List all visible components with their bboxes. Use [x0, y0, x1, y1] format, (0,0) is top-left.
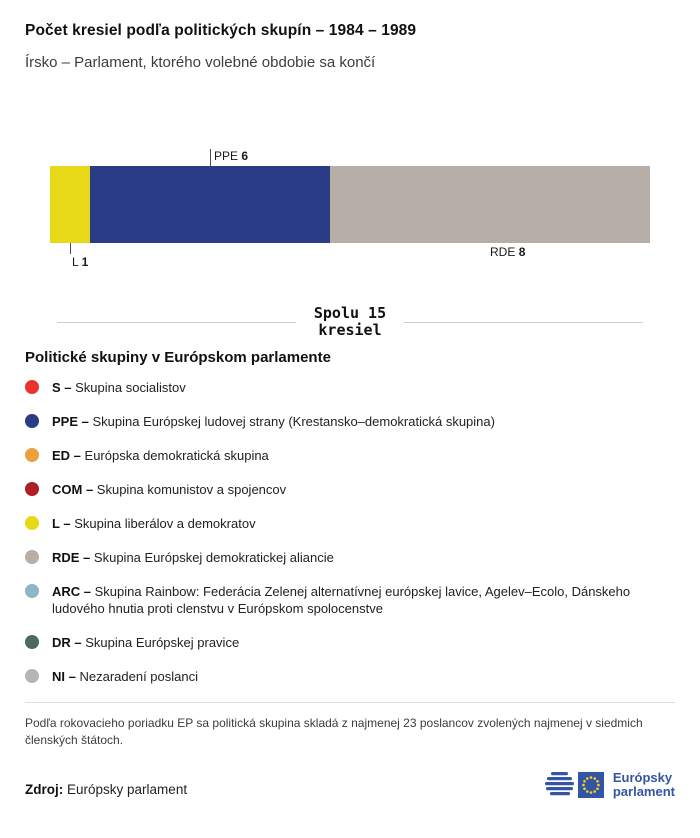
legend-item-rde: RDE – Skupina Európskej demokratickej al… [25, 549, 675, 566]
bar-label-l: L 1 [70, 243, 88, 269]
divider-left [57, 321, 296, 323]
legend-dot [25, 584, 39, 598]
bar-label-text: L 1 [72, 255, 89, 269]
bar-label-rde: RDE 8 [490, 245, 525, 259]
ep-logo: Európsky parlament [542, 769, 675, 801]
legend-text: S – Skupina socialistov [52, 380, 186, 395]
stacked-bar [50, 166, 650, 243]
bar-segment-rde [330, 166, 650, 243]
ep-logo-text-line2: parlament [612, 784, 675, 799]
ep-logo-text: Európsky parlament [613, 771, 675, 799]
legend-item-l: L – Skupina liberálov a demokratov [25, 515, 675, 532]
total-seats: Spolu 15 kresiel [25, 305, 675, 339]
legend-item-dr: DR – Skupina Európskej pravice [25, 634, 675, 651]
legend-text: L – Skupina liberálov a demokratov [52, 516, 256, 531]
legend-dot [25, 635, 39, 649]
legend-dot [25, 448, 39, 462]
divider-right [404, 321, 643, 323]
source-label: Zdroj: [25, 782, 64, 797]
source-value: Európsky parlament [67, 782, 188, 797]
legend-title: Politické skupiny v Európskom parlamente [25, 349, 331, 366]
legend-item-arc: ARC – Skupina Rainbow: Federácia Zelenej… [25, 583, 675, 617]
bar-label-ppe: PPE 6 [210, 149, 248, 166]
legend-item-ppe: PPE – Skupina Európskej ludovej strany (… [25, 413, 675, 430]
legend-item-com: COM – Skupina komunistov a spojencov [25, 481, 675, 498]
seat-chart: L 1 PPE 6 RDE 8 [50, 149, 650, 269]
page-subtitle: Írsko – Parlament, ktorého volebné obdob… [25, 54, 376, 71]
legend-item-ni: NI – Nezaradení poslanci [25, 668, 675, 685]
source-row: Zdroj: Európsky parlament [25, 769, 675, 801]
legend-dot [25, 482, 39, 496]
legend-dot [25, 516, 39, 530]
total-seats-line2: kresiel [318, 321, 382, 339]
legend-text: DR – Skupina Európskej pravice [52, 635, 240, 650]
bar-label-text: RDE 8 [490, 245, 526, 259]
legend-dot [25, 669, 39, 683]
tick-mark [210, 149, 211, 166]
legend-text: COM – Skupina komunistov a spojencov [52, 482, 287, 497]
ep-logo-icon [544, 772, 604, 798]
page-title: Počet kresiel podľa politických skupín –… [25, 22, 417, 39]
total-seats-label: Spolu 15 kresiel [314, 305, 386, 339]
legend-text: PPE – Skupina Európskej ludovej strany (… [52, 414, 495, 429]
legend-item-ed: ED – Európska demokratická skupina [25, 447, 675, 464]
legend-text: NI – Nezaradení poslanci [52, 669, 198, 684]
legend-dot [25, 414, 39, 428]
bar-segment-ppe [90, 166, 330, 243]
legend: S – Skupina socialistov PPE – Skupina Eur… [25, 379, 675, 685]
footnote-divider [25, 702, 675, 703]
ep-logo-text-line1: Európsky [612, 770, 673, 785]
legend-text: ED – Európska demokratická skupina [52, 448, 269, 463]
legend-dot [25, 380, 39, 394]
source: Zdroj: Európsky parlament [25, 782, 187, 797]
total-seats-line1: Spolu 15 [313, 304, 387, 322]
legend-text: ARC – Skupina Rainbow: Federácia Zelenej… [52, 584, 631, 616]
tick-mark [70, 243, 71, 254]
legend-text: RDE – Skupina Európskej demokratickej al… [52, 550, 334, 565]
bar-segment-l [50, 166, 90, 243]
legend-dot [25, 550, 39, 564]
legend-item-s: S – Skupina socialistov [25, 379, 675, 396]
footnote: Podľa rokovacieho poriadku EP sa politic… [25, 716, 643, 747]
bar-label-text: PPE 6 [214, 149, 249, 163]
